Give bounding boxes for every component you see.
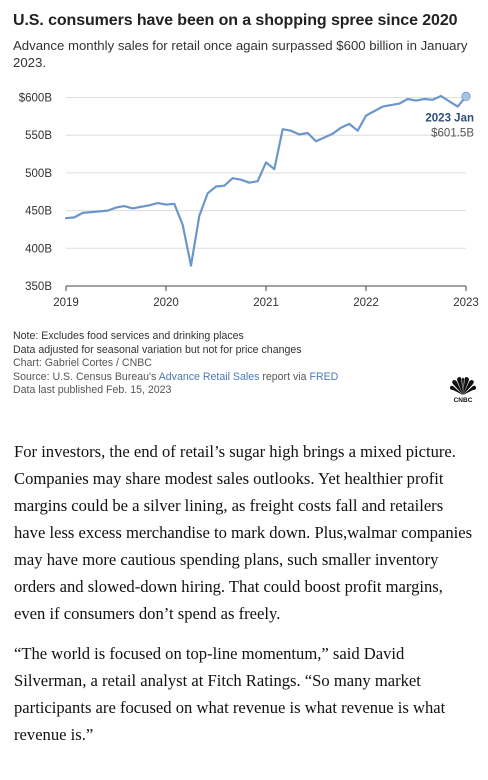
cnbc-logo: CNBC	[450, 377, 476, 403]
latest-point-marker	[461, 91, 471, 102]
article-body: For investors, the end of retail’s sugar…	[14, 438, 478, 748]
article-paragraph-1: For investors, the end of retail’s sugar…	[14, 442, 473, 623]
y-tick-label: 350B	[25, 281, 52, 293]
chart-notes: Note: Excludes food services and drinkin…	[13, 330, 338, 398]
y-tick-label: 450B	[25, 206, 52, 218]
note-exclusions: Note: Excludes food services and drinkin…	[13, 330, 244, 342]
x-tick-label: 2021	[253, 297, 279, 309]
advance-retail-sales-link[interactable]: Advance Retail Sales	[158, 370, 260, 383]
y-tick-label: 400B	[25, 243, 52, 255]
retail-sales-series-line	[64, 94, 468, 267]
fred-link[interactable]: FRED	[309, 370, 339, 383]
note-seasonal: Data adjusted for seasonal variation but…	[13, 343, 302, 356]
chart-source: Source: U.S. Census Bureau's Advance Ret…	[13, 371, 338, 385]
chart-subtitle: Advance monthly sales for retail once ag…	[13, 38, 468, 70]
x-tick-label: 2022	[353, 297, 379, 309]
cnbc-logo-text: CNBC	[454, 397, 473, 403]
article-paragraph-2: “The world is focused on top-line moment…	[14, 644, 446, 744]
x-tick-label: 2020	[153, 297, 179, 309]
chart-credit: Chart: Gabriel Cortes / CNBC	[13, 357, 152, 369]
annotation-date-label: 2023 Jan	[425, 112, 474, 124]
y-tick-label: 550B	[25, 130, 52, 142]
source-prefix: Source: U.S. Census Bureau's	[13, 370, 157, 383]
y-tick-label: $600B	[19, 93, 53, 105]
source-mid: report via	[262, 370, 307, 383]
y-tick-label: 500B	[25, 168, 52, 180]
nbc-peacock-icon	[450, 377, 476, 395]
x-tick-label: 2019	[53, 297, 79, 309]
data-published-date: Data last published Feb. 15, 2023	[13, 384, 172, 396]
chart-title: U.S. consumers have been on a shopping s…	[13, 12, 458, 29]
annotation-value-label: $601.5B	[431, 127, 474, 139]
x-tick-label: 2023	[453, 297, 479, 309]
